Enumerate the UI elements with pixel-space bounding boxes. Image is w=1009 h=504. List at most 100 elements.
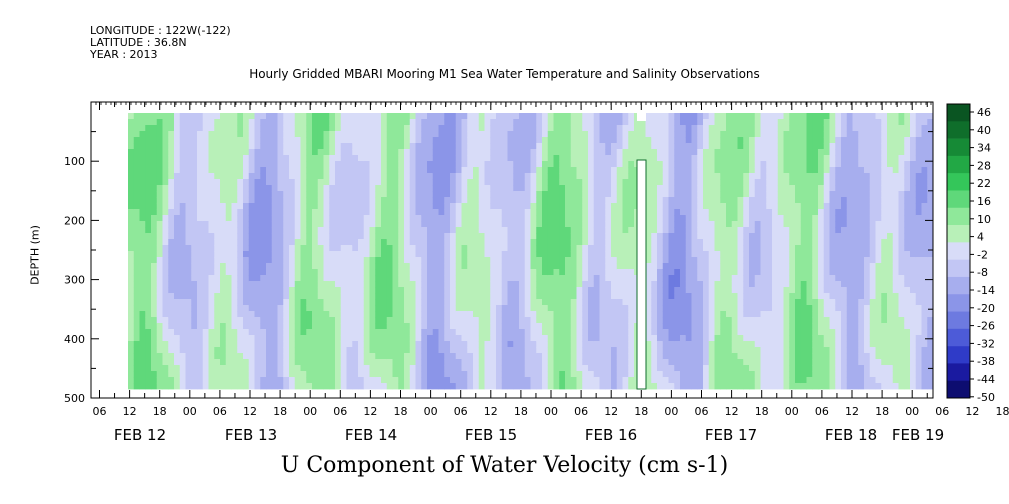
heatmap-cell	[283, 311, 290, 318]
heatmap-cell	[496, 143, 503, 150]
heatmap-cell	[363, 161, 370, 168]
heatmap-cell	[513, 353, 520, 360]
heatmap-cell	[444, 161, 451, 168]
heatmap-cell	[708, 275, 715, 282]
heatmap-cell	[283, 215, 290, 222]
heatmap-cell	[547, 281, 554, 288]
heatmap-cell	[128, 353, 135, 360]
heatmap-cell	[220, 149, 227, 156]
heatmap-cell	[473, 257, 480, 264]
heatmap-cell	[191, 359, 198, 366]
heatmap-cell	[570, 161, 577, 168]
heatmap-cell	[507, 341, 514, 348]
heatmap-cell	[743, 131, 750, 138]
heatmap-cell	[202, 185, 209, 192]
heatmap-cell	[208, 359, 215, 366]
heatmap-cell	[421, 233, 428, 240]
heatmap-cell	[392, 227, 399, 234]
heatmap-cell	[432, 281, 439, 288]
heatmap-cell	[668, 353, 675, 360]
heatmap-cell	[220, 305, 227, 312]
heatmap-cell	[662, 275, 669, 282]
heatmap-cell	[248, 323, 255, 330]
heatmap-cell	[524, 239, 531, 246]
heatmap-cell	[398, 377, 405, 384]
heatmap-cell	[651, 329, 658, 336]
heatmap-cell	[340, 197, 347, 204]
heatmap-cell	[513, 359, 520, 366]
heatmap-cell	[708, 161, 715, 168]
heatmap-cell	[162, 209, 169, 216]
heatmap-cell	[484, 293, 491, 300]
heatmap-cell	[565, 191, 572, 198]
heatmap-cell	[507, 209, 514, 216]
heatmap-cell	[340, 131, 347, 138]
heatmap-cell	[237, 329, 244, 336]
heatmap-cell	[708, 323, 715, 330]
heatmap-cell	[145, 257, 152, 264]
heatmap-cell	[421, 209, 428, 216]
heatmap-cell	[461, 287, 468, 294]
heatmap-cell	[478, 371, 485, 378]
heatmap-cell	[214, 371, 221, 378]
heatmap-cell	[335, 197, 342, 204]
heatmap-cell	[197, 149, 204, 156]
heatmap-cell	[174, 167, 181, 174]
heatmap-cell	[645, 275, 652, 282]
heatmap-cell	[266, 149, 273, 156]
heatmap-cell	[266, 287, 273, 294]
heatmap-cell	[323, 143, 330, 150]
heatmap-cell	[450, 293, 457, 300]
heatmap-cell	[524, 335, 531, 342]
heatmap-cell	[536, 341, 543, 348]
heatmap-cell	[415, 311, 422, 318]
heatmap-cell	[248, 371, 255, 378]
heatmap-cell	[392, 209, 399, 216]
heatmap-cell	[323, 383, 330, 390]
heatmap-cell	[576, 173, 583, 180]
heatmap-cell	[409, 287, 416, 294]
heatmap-cell	[409, 113, 416, 120]
heatmap-cell	[392, 197, 399, 204]
heatmap-cell	[588, 137, 595, 144]
heatmap-cell	[473, 305, 480, 312]
heatmap-cell	[450, 143, 457, 150]
heatmap-cell	[432, 329, 439, 336]
heatmap-cell	[484, 119, 491, 126]
heatmap-cell	[622, 113, 629, 120]
heatmap-cell	[524, 347, 531, 354]
heatmap-cell	[243, 317, 250, 324]
heatmap-cell	[651, 383, 658, 390]
heatmap-cell	[524, 341, 531, 348]
heatmap-cell	[185, 335, 192, 342]
heatmap-cell	[306, 347, 313, 354]
heatmap-cell	[731, 149, 738, 156]
heatmap-cell	[329, 329, 336, 336]
heatmap-cell	[628, 149, 635, 156]
heatmap-cell	[674, 377, 681, 384]
heatmap-cell	[513, 173, 520, 180]
heatmap-cell	[570, 293, 577, 300]
heatmap-cell	[300, 281, 307, 288]
heatmap-cell	[133, 251, 140, 258]
heatmap-cell	[271, 113, 278, 120]
heatmap-cell	[254, 317, 261, 324]
heatmap-cell	[576, 167, 583, 174]
heatmap-cell	[317, 257, 324, 264]
heatmap-cell	[467, 131, 474, 138]
heatmap-cell	[605, 221, 612, 228]
heatmap-cell	[151, 203, 158, 210]
heatmap-cell	[375, 143, 382, 150]
heatmap-cell	[225, 131, 232, 138]
heatmap-cell	[335, 299, 342, 306]
heatmap-cell	[381, 335, 388, 342]
heatmap-cell	[415, 353, 422, 360]
heatmap-cell	[662, 173, 669, 180]
heatmap-cell	[450, 317, 457, 324]
heatmap-cell	[225, 227, 232, 234]
heatmap-cell	[547, 287, 554, 294]
heatmap-cell	[168, 197, 175, 204]
heatmap-cell	[513, 179, 520, 186]
heatmap-cell	[335, 275, 342, 282]
heatmap-cell	[524, 377, 531, 384]
